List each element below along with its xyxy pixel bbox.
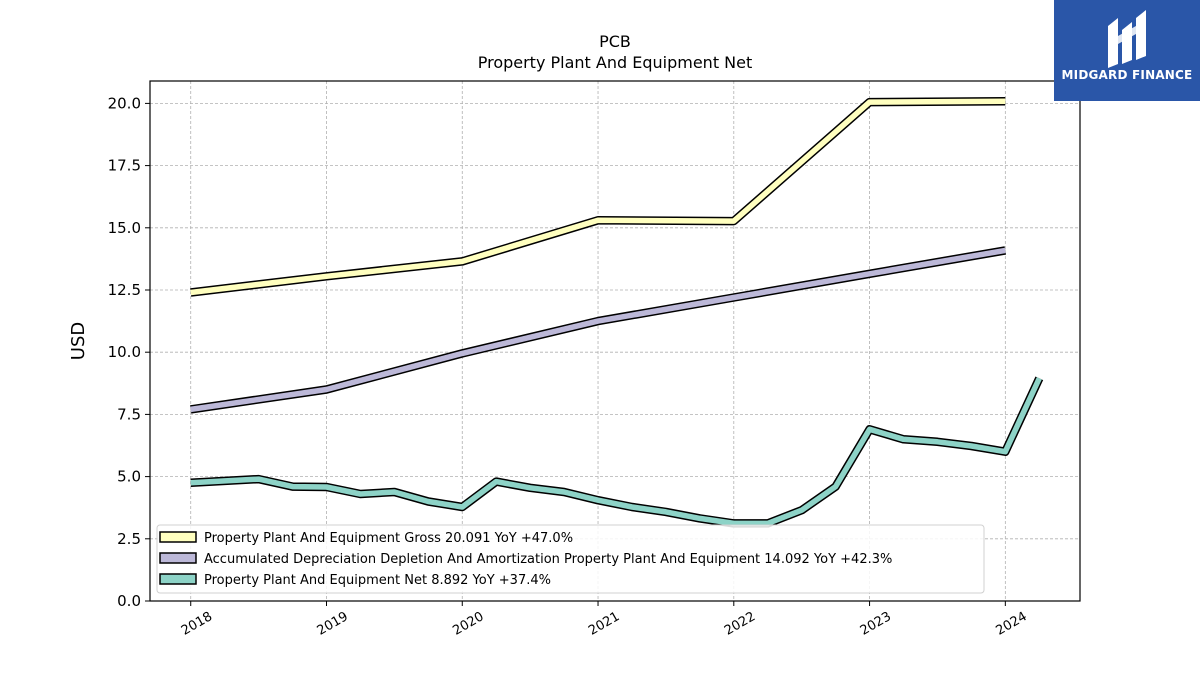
y-tick-label: 17.5 [108, 157, 141, 175]
legend: Property Plant And Equipment Gross 20.09… [156, 524, 985, 594]
legend-item: Property Plant And Equipment Net 8.892 Y… [159, 573, 551, 588]
y-tick-label: 12.5 [108, 281, 141, 299]
series-line [190, 377, 1042, 527]
midgard-finance-logo: MIDGARD FINANCE [1054, 0, 1200, 101]
y-tick-label: 15.0 [108, 219, 141, 237]
x-tick-label: 2022 [722, 609, 758, 639]
y-axis: 0.0 2.5 5.0 7.5 10.0 12.5 15.0 17.5 20.0 [108, 94, 150, 610]
series-lines [190, 96, 1044, 528]
series-line [190, 98, 1006, 296]
series-2 [190, 246, 1007, 414]
x-tick-label: 2020 [450, 609, 486, 639]
legend-swatch [159, 531, 197, 543]
y-tick-label: 2.5 [117, 530, 141, 548]
grid [150, 81, 1080, 602]
series-line [190, 247, 1006, 413]
x-tick-label: 2019 [315, 609, 351, 639]
chart-title-ticker: PCB [599, 32, 631, 51]
x-tick-label: 2023 [858, 609, 894, 639]
y-tick-label: 20.0 [108, 94, 141, 112]
series-1 [190, 96, 1006, 297]
legend-item: Property Plant And Equipment Gross 20.09… [159, 531, 573, 546]
midgard-logo-icon [1108, 10, 1146, 68]
y-axis-label: USD [68, 322, 89, 360]
x-tick-label: 2018 [179, 609, 215, 639]
y-tick-label: 7.5 [117, 405, 141, 423]
y-tick-label: 0.0 [117, 592, 141, 610]
chart-title: Property Plant And Equipment Net [478, 53, 753, 72]
legend-swatch [159, 573, 197, 585]
legend-label: Property Plant And Equipment Gross 20.09… [204, 531, 573, 546]
y-tick-label: 5.0 [117, 468, 141, 486]
legend-swatch [159, 552, 197, 564]
legend-box [156, 524, 985, 594]
y-tick-label: 10.0 [108, 343, 141, 361]
x-tick-label: 2021 [586, 609, 622, 639]
legend-label: Accumulated Depreciation Depletion And A… [204, 552, 892, 567]
series-3 [190, 376, 1044, 528]
plot-frame [149, 80, 1081, 602]
x-tick-label: 2024 [993, 609, 1029, 639]
logo-text: MIDGARD FINANCE [1061, 68, 1193, 82]
legend-item: Accumulated Depreciation Depletion And A… [159, 552, 892, 567]
x-axis: 2018 2019 2020 2021 2022 2023 2024 [179, 601, 1030, 639]
legend-label: Property Plant And Equipment Net 8.892 Y… [204, 573, 551, 588]
